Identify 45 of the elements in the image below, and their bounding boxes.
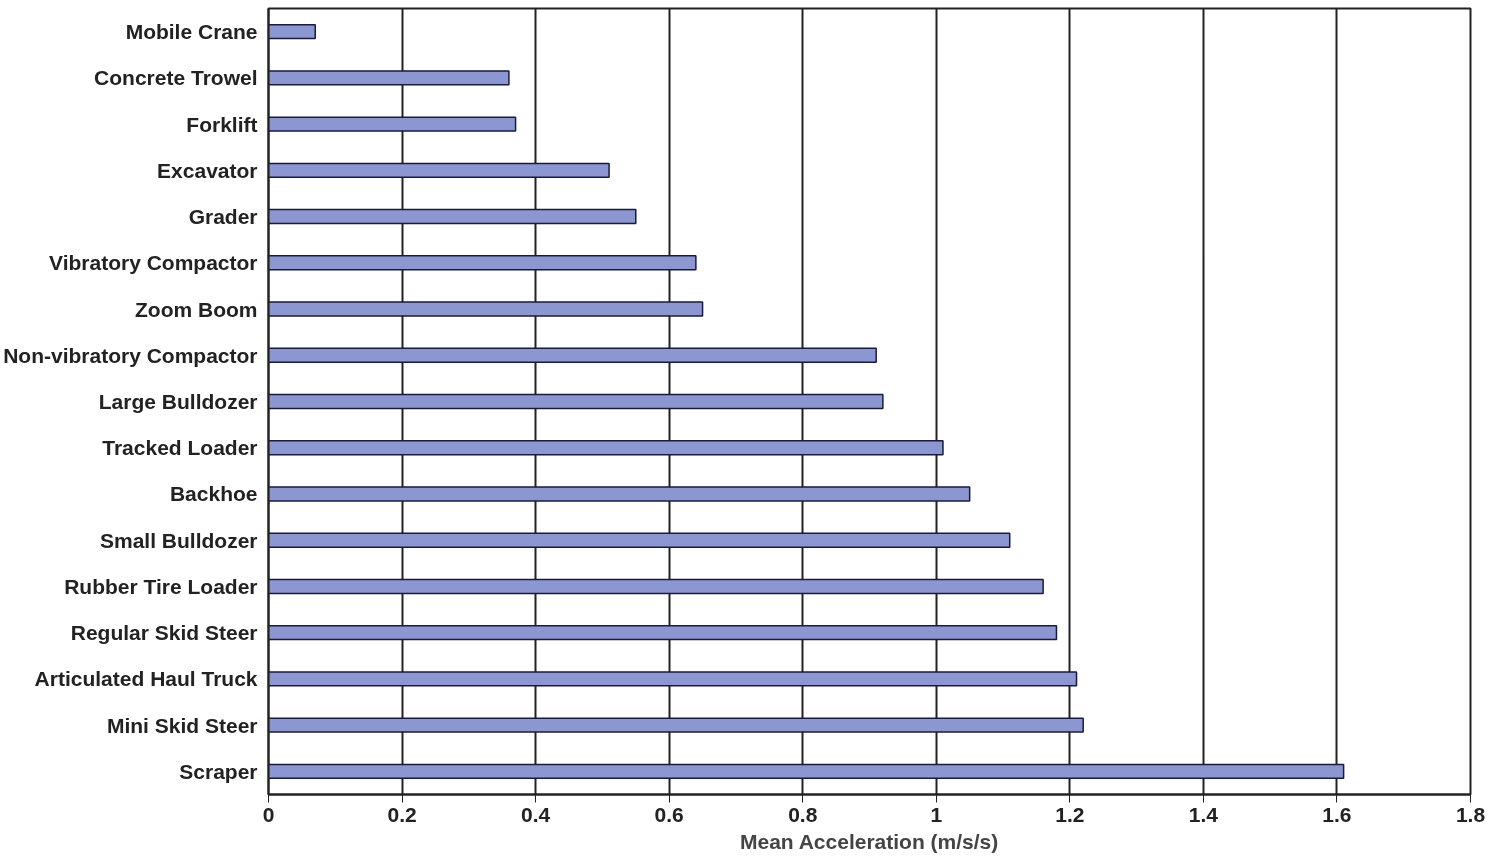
bar [268, 393, 884, 410]
y-tick-label: Large Bulldozer [98, 390, 258, 413]
x-tick-label: 0.8 [788, 802, 818, 826]
y-tick-label: Concrete Trowel [94, 66, 258, 90]
y-tick-label: Vibratory Compactor [49, 251, 258, 275]
bar [268, 763, 1345, 780]
bar [268, 717, 1084, 733]
bar [268, 532, 1011, 548]
x-tick-label: 0.4 [521, 802, 551, 826]
y-tick-label: Non-vibratory Compactor [3, 343, 258, 367]
x-tick-label: 1 [930, 802, 943, 826]
bar [268, 301, 704, 317]
bar [268, 255, 697, 271]
y-tick-label: Mobile Crane [125, 20, 258, 44]
bar [268, 624, 1058, 641]
x-tick-label: 1.6 [1322, 802, 1352, 826]
x-tick-label: 0.6 [654, 802, 684, 826]
y-tick-label: Zoom Boom [135, 297, 258, 321]
bar [268, 23, 316, 40]
bar [268, 578, 1044, 595]
y-tick-label: Mini Skid Steer [106, 713, 258, 737]
x-tick-label: 0.2 [387, 802, 417, 826]
x-axis-title: Mean Acceleration (m/s/s) [739, 829, 999, 853]
y-tick-label: Small Bulldozer [99, 528, 258, 552]
y-tick-label: Excavator [157, 158, 258, 182]
bar [268, 347, 877, 363]
y-tick-label: Tracked Loader [102, 436, 258, 460]
y-tick-label: Regular Skid Steer [70, 621, 258, 645]
x-tick-label: 0 [262, 802, 275, 826]
bar [268, 208, 637, 225]
y-tick-label: Articulated Haul Truck [34, 667, 258, 691]
y-tick-label: Forklift [186, 112, 258, 136]
x-tick-label: 1.8 [1455, 802, 1486, 826]
y-tick-label: Backhoe [169, 482, 258, 506]
y-tick-label: Rubber Tire Loader [64, 574, 258, 598]
bar [268, 162, 610, 179]
bar [268, 486, 971, 502]
bar [268, 70, 510, 86]
bar [268, 116, 517, 132]
bar [268, 671, 1078, 687]
x-tick-label: 1.2 [1055, 802, 1085, 826]
y-tick-label: Grader [188, 205, 258, 229]
x-tick-label: 1.4 [1188, 802, 1219, 826]
y-tick-label: Scraper [179, 759, 258, 783]
bar [268, 440, 944, 456]
